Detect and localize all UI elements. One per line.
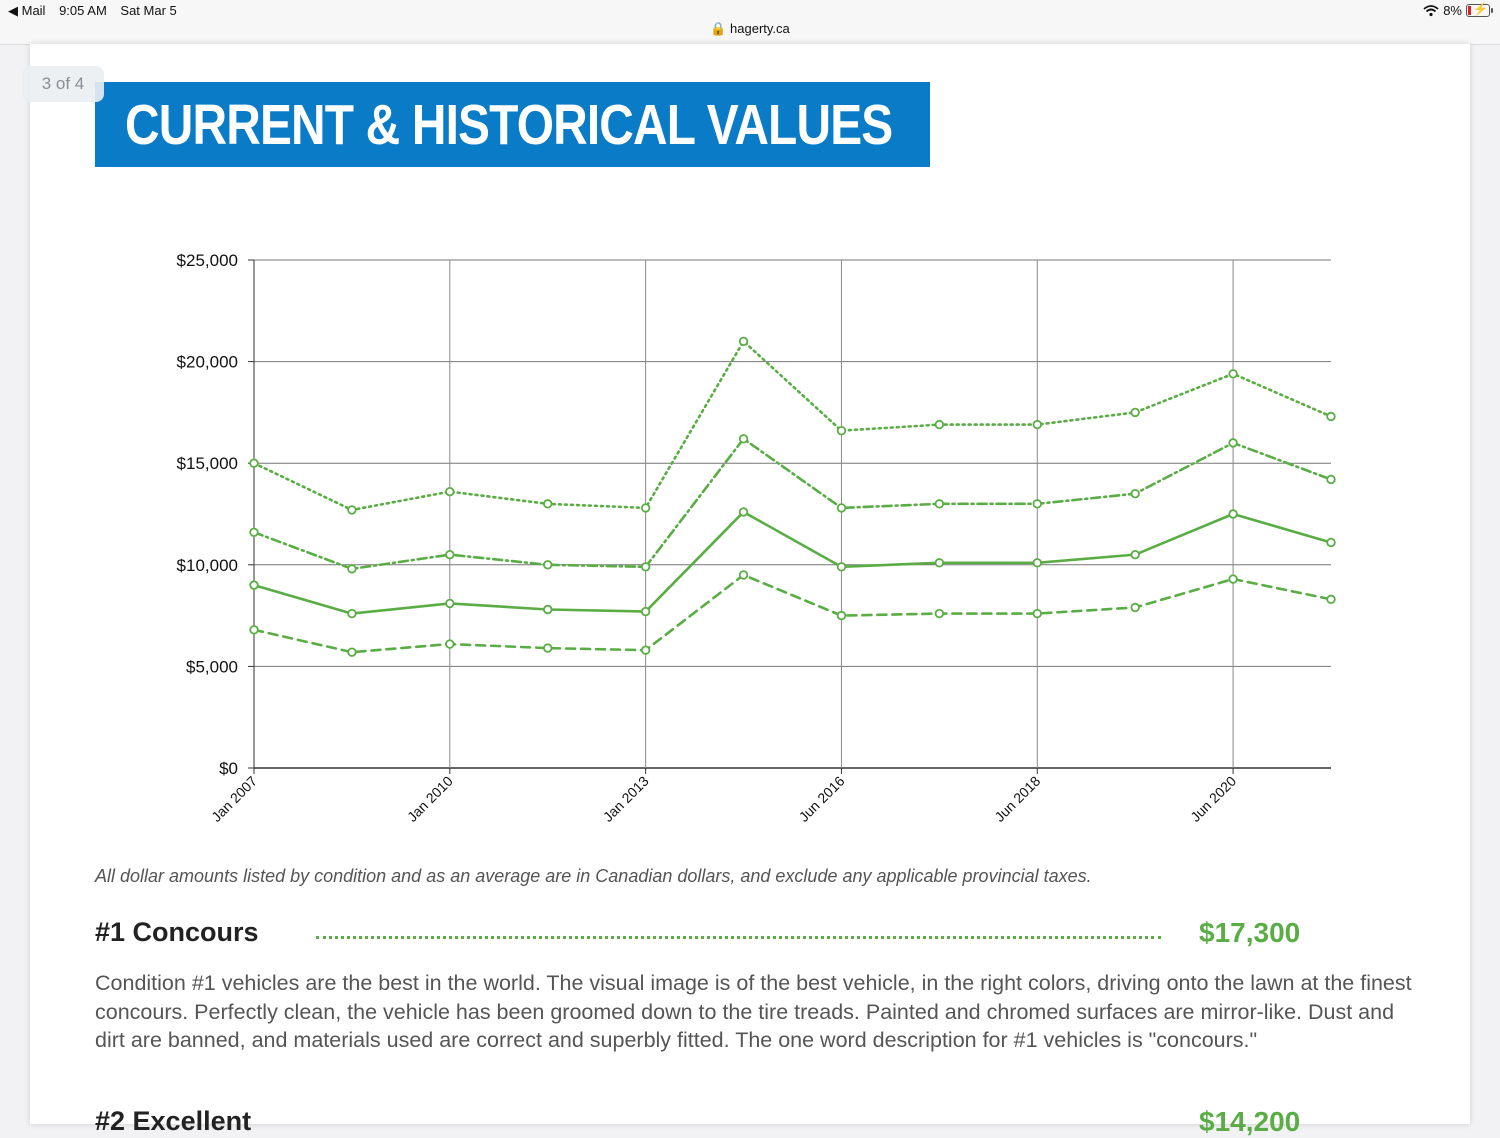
data-point (543, 643, 553, 653)
x-tick-label: Jun 2018 (991, 773, 1043, 825)
data-point (1032, 558, 1042, 568)
data-point (249, 527, 259, 537)
data-point (249, 458, 259, 468)
data-point (445, 549, 455, 560)
url-text: hagerty.ca (730, 21, 790, 36)
x-tick-label: Jan 2013 (600, 773, 652, 825)
page-indicator: 3 of 4 (22, 66, 104, 102)
data-point (445, 598, 455, 609)
condition-1-leader-dots (316, 936, 1161, 939)
series-line-solid (252, 510, 1333, 615)
data-point (249, 580, 259, 590)
y-tick-label: $15,000 (177, 454, 238, 473)
data-point (347, 505, 357, 515)
x-tick-label: Jan 2007 (208, 773, 260, 825)
data-point (934, 499, 945, 509)
data-point (347, 647, 357, 657)
x-tick-label: Jun 2016 (796, 773, 848, 825)
y-tick-label: $20,000 (177, 353, 238, 372)
data-point (934, 608, 945, 619)
data-point (1032, 419, 1042, 430)
data-point (347, 564, 357, 574)
series-line-dashdot (252, 437, 1333, 571)
data-point (934, 558, 945, 568)
condition-1-description: Condition #1 vehicles are the best in th… (95, 971, 1412, 1052)
data-point (836, 610, 847, 621)
currency-note: All dollar amounts listed by condition a… (95, 866, 1092, 886)
data-point (640, 606, 651, 617)
data-point (738, 570, 749, 580)
condition-1-title: #1 Concours (95, 917, 259, 947)
lock-icon: 🔒 (710, 21, 727, 36)
data-point (249, 625, 259, 635)
address-bar[interactable]: 🔒 hagerty.ca (0, 21, 1500, 37)
status-right: 8% ⚡ (1423, 2, 1493, 18)
data-point (738, 507, 749, 517)
data-point (445, 486, 455, 497)
data-point (836, 425, 847, 436)
data-point (1228, 509, 1238, 519)
data-point (543, 604, 553, 615)
back-to-mail-link[interactable]: ◀ Mail (8, 3, 46, 18)
page-title: CURRENT & HISTORICAL VALUES (125, 92, 893, 157)
condition-2-title: #2 Excellent (95, 1106, 252, 1136)
battery-percent: 8% (1443, 3, 1462, 18)
x-tick-label: Jan 2010 (404, 773, 456, 825)
data-point (1130, 602, 1140, 613)
data-point (347, 608, 357, 619)
battery-icon: ⚡ (1466, 2, 1493, 17)
data-point (1130, 407, 1140, 418)
data-point (1032, 499, 1042, 509)
data-point (640, 562, 651, 572)
data-point (1228, 574, 1238, 584)
x-tick-label: Jun 2020 (1187, 773, 1239, 825)
document-page (30, 44, 1470, 1124)
status-time: 9:05 AM (59, 3, 107, 18)
data-point (738, 336, 749, 346)
condition-1-value: $17,300 (1199, 917, 1301, 948)
title-banner: CURRENT & HISTORICAL VALUES (95, 82, 930, 167)
data-point (543, 560, 553, 570)
data-point (1326, 594, 1336, 605)
y-tick-label: $10,000 (177, 556, 238, 575)
y-tick-label: $5,000 (186, 657, 238, 676)
data-point (1228, 369, 1238, 379)
data-point (1326, 474, 1336, 485)
data-point (934, 419, 945, 430)
data-point (1326, 537, 1336, 548)
data-point (1130, 488, 1140, 499)
data-point (836, 562, 847, 572)
data-point (640, 645, 651, 655)
status-date: Sat Mar 5 (120, 3, 177, 18)
data-point (445, 639, 455, 649)
series-line-dashed (252, 573, 1333, 654)
status-bar: ◀ Mail 9:05 AM Sat Mar 5 🔒 hagerty.ca 8%… (0, 0, 1500, 45)
y-tick-label: $25,000 (177, 251, 238, 270)
value-history-chart: $25,000$20,000$15,000$10,000$5,000$0Jan … (177, 251, 1336, 825)
data-point (836, 503, 847, 513)
data-point (1130, 549, 1140, 560)
y-tick-label: $0 (219, 759, 238, 778)
data-point (738, 434, 749, 444)
data-point (1228, 438, 1238, 448)
status-left: ◀ Mail 9:05 AM Sat Mar 5 (8, 3, 187, 19)
series-line-dotted (252, 339, 1333, 512)
data-point (640, 503, 651, 513)
data-point (1326, 411, 1336, 422)
condition-2-value: $14,200 (1199, 1106, 1301, 1137)
data-point (1032, 608, 1042, 619)
data-point (543, 499, 553, 509)
wifi-icon (1423, 4, 1439, 16)
